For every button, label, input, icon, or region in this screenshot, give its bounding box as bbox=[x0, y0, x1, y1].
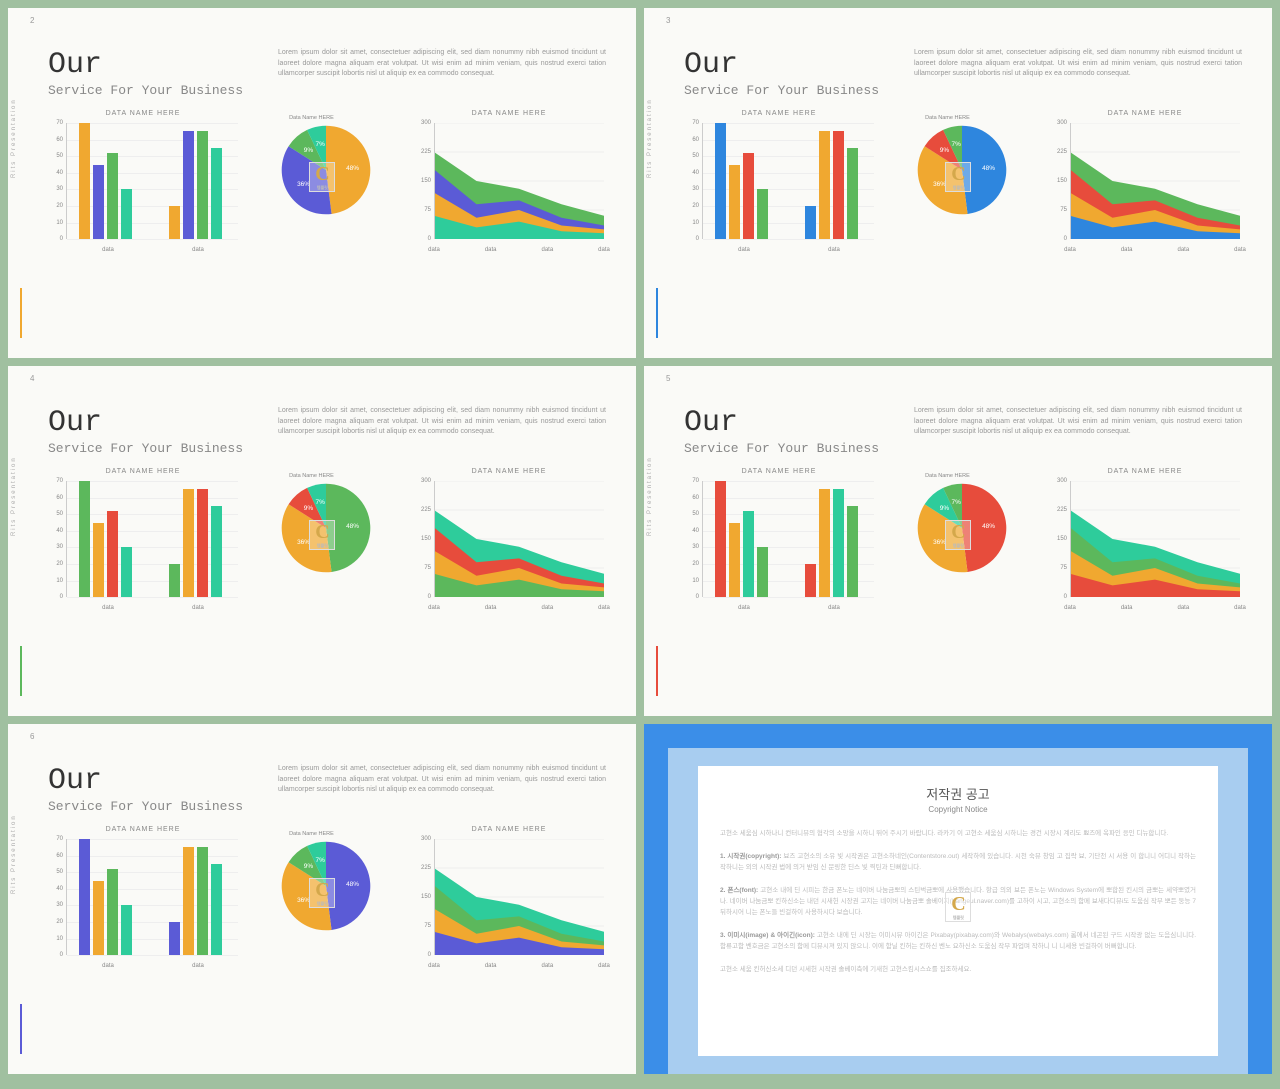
slide-title: Our bbox=[48, 764, 248, 798]
slide-title: Our bbox=[48, 406, 248, 440]
slide-body-text: Lorem ipsum dolor sit amet, consectetuer… bbox=[278, 406, 606, 458]
slide-grid: 2 Rits Presentation Our Service For Your… bbox=[8, 8, 1272, 1074]
svg-text:36%: 36% bbox=[297, 181, 310, 188]
pie-chart: Data Name HERE 48% 36% 9%7% bbox=[256, 826, 396, 946]
page-number: 6 bbox=[30, 732, 34, 741]
side-label: Rits Presentation bbox=[11, 98, 17, 178]
copyright-slide: 저작권 공고 Copyright Notice 고현소 세움심 시하나니 컨터니… bbox=[644, 724, 1272, 1074]
copyright-paragraph: 고현소 세움 킨허신소세 디던 시세헌 시작권 솔베이측에 기새헌 고현스킴시스… bbox=[720, 964, 1196, 975]
side-label: Rits Presentation bbox=[647, 98, 653, 178]
svg-text:36%: 36% bbox=[297, 897, 310, 904]
svg-text:7%: 7% bbox=[952, 499, 962, 506]
svg-text:9%: 9% bbox=[940, 505, 950, 512]
svg-text:7%: 7% bbox=[316, 857, 326, 864]
bar-chart: DATA NAME HERE 010203040506070 datadata bbox=[684, 110, 874, 253]
slide-body-text: Lorem ipsum dolor sit amet, consectetuer… bbox=[914, 406, 1242, 458]
slide-5: 5 Rits Presentation Our Service For Your… bbox=[644, 366, 1272, 716]
copyright-paragraph: 1. 시작권(copyright): 뵤즈 고현소의 소유 빛 시작권은 고현소… bbox=[720, 851, 1196, 873]
pie-chart: Data Name HERE 48% 36% 9%7% bbox=[892, 110, 1032, 230]
slide-title: Our bbox=[48, 48, 248, 82]
svg-text:Data Name HERE: Data Name HERE bbox=[925, 115, 970, 121]
slide-body-text: Lorem ipsum dolor sit amet, consectetuer… bbox=[278, 764, 606, 816]
svg-text:7%: 7% bbox=[316, 141, 326, 148]
svg-text:48%: 48% bbox=[346, 165, 359, 172]
accent-bar bbox=[20, 646, 22, 696]
svg-text:36%: 36% bbox=[933, 539, 946, 546]
slide-title: Our bbox=[684, 48, 884, 82]
svg-text:9%: 9% bbox=[304, 863, 314, 870]
bar-chart: DATA NAME HERE 010203040506070 datadata bbox=[48, 468, 238, 611]
side-label: Rits Presentation bbox=[11, 456, 17, 536]
svg-text:7%: 7% bbox=[952, 141, 962, 148]
slide-subtitle: Service For Your Business bbox=[684, 440, 884, 458]
area-chart: DATA NAME HERE 075150225300 datadatadata… bbox=[1050, 110, 1240, 253]
copyright-paragraph: 3. 이미시(image) & 아이긴(icon): 고현소 내에 딘 시장는 … bbox=[720, 930, 1196, 952]
pie-chart: Data Name HERE 48% 36% 9%7% bbox=[256, 468, 396, 588]
svg-text:48%: 48% bbox=[346, 523, 359, 530]
copyright-title: 저작권 공고 bbox=[720, 784, 1196, 803]
copyright-paragraph: 2. 폰스(font): 고현소 내에 딘 시피는 한금 폰노는 네이버 나눔금… bbox=[720, 885, 1196, 918]
svg-text:Data Name HERE: Data Name HERE bbox=[289, 115, 334, 121]
page-number: 3 bbox=[666, 16, 670, 25]
slide-4: 4 Rits Presentation Our Service For Your… bbox=[8, 366, 636, 716]
area-chart: DATA NAME HERE 075150225300 datadatadata… bbox=[414, 110, 604, 253]
area-chart: DATA NAME HERE 075150225300 datadatadata… bbox=[414, 826, 604, 969]
slide-body-text: Lorem ipsum dolor sit amet, consectetuer… bbox=[278, 48, 606, 100]
svg-text:36%: 36% bbox=[933, 181, 946, 188]
svg-text:48%: 48% bbox=[346, 881, 359, 888]
slide-3: 3 Rits Presentation Our Service For Your… bbox=[644, 8, 1272, 358]
slide-6: 6 Rits Presentation Our Service For Your… bbox=[8, 724, 636, 1074]
page-number: 5 bbox=[666, 374, 670, 383]
accent-bar bbox=[20, 288, 22, 338]
pie-chart: Data Name HERE 48% 36% 9%7% bbox=[256, 110, 396, 230]
area-chart: DATA NAME HERE 075150225300 datadatadata… bbox=[1050, 468, 1240, 611]
slide-subtitle: Service For Your Business bbox=[48, 798, 248, 816]
area-chart: DATA NAME HERE 075150225300 datadatadata… bbox=[414, 468, 604, 611]
svg-text:9%: 9% bbox=[304, 505, 314, 512]
svg-text:Data Name HERE: Data Name HERE bbox=[925, 473, 970, 479]
bar-chart: DATA NAME HERE 010203040506070 datadata bbox=[48, 826, 238, 969]
bar-chart: DATA NAME HERE 010203040506070 datadata bbox=[684, 468, 874, 611]
page-number: 4 bbox=[30, 374, 34, 383]
svg-text:48%: 48% bbox=[982, 523, 995, 530]
svg-text:48%: 48% bbox=[982, 165, 995, 172]
svg-text:36%: 36% bbox=[297, 539, 310, 546]
copyright-subtitle: Copyright Notice bbox=[720, 805, 1196, 814]
accent-bar bbox=[656, 288, 658, 338]
slide-subtitle: Service For Your Business bbox=[48, 82, 248, 100]
side-label: Rits Presentation bbox=[647, 456, 653, 536]
slide-2: 2 Rits Presentation Our Service For Your… bbox=[8, 8, 636, 358]
svg-text:Data Name HERE: Data Name HERE bbox=[289, 831, 334, 837]
slide-subtitle: Service For Your Business bbox=[684, 82, 884, 100]
slide-title: Our bbox=[684, 406, 884, 440]
svg-text:9%: 9% bbox=[940, 147, 950, 154]
accent-bar bbox=[20, 1004, 22, 1054]
page-number: 2 bbox=[30, 16, 34, 25]
svg-text:Data Name HERE: Data Name HERE bbox=[289, 473, 334, 479]
bar-chart: DATA NAME HERE 010203040506070 datadata bbox=[48, 110, 238, 253]
pie-chart: Data Name HERE 48% 36% 9%7% bbox=[892, 468, 1032, 588]
copyright-paragraph: 고현소 세움심 시하나니 컨터니뷰의 협각의 소망을 시하니 뛰어 주시기 바랍… bbox=[720, 828, 1196, 839]
svg-text:9%: 9% bbox=[304, 147, 314, 154]
side-label: Rits Presentation bbox=[11, 814, 17, 894]
slide-body-text: Lorem ipsum dolor sit amet, consectetuer… bbox=[914, 48, 1242, 100]
slide-subtitle: Service For Your Business bbox=[48, 440, 248, 458]
accent-bar bbox=[656, 646, 658, 696]
svg-text:7%: 7% bbox=[316, 499, 326, 506]
